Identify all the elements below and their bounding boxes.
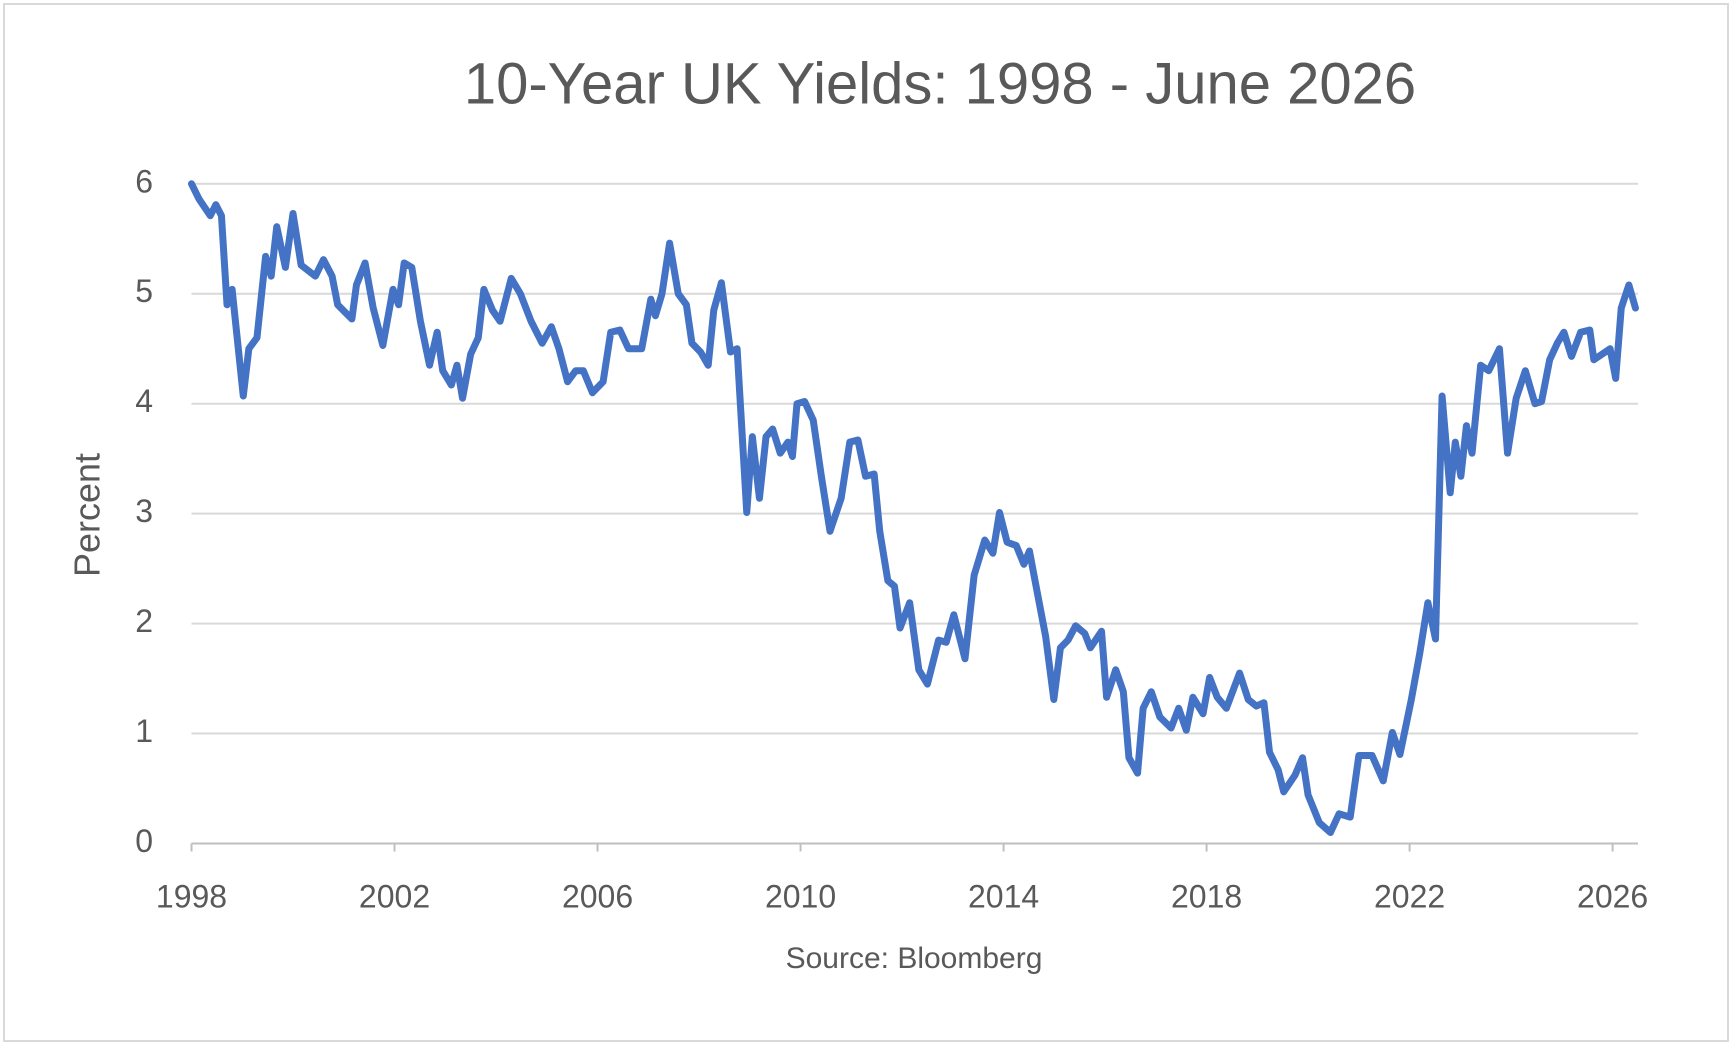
y-tick-label: 4 [135,383,153,419]
x-tick-label: 2014 [968,878,1039,914]
x-tick-label: 2010 [765,878,836,914]
chart-frame [3,3,1729,1042]
y-tick-label: 0 [135,823,153,859]
x-tick-label: 2022 [1374,878,1445,914]
data-line [188,180,1639,836]
y-axis-label: Percent [67,453,108,577]
x-tick-label: 2018 [1171,878,1242,914]
x-tick-label: 1998 [156,878,227,914]
y-tick-label: 5 [135,273,153,309]
y-tick-label: 6 [135,163,153,199]
y-tick-label: 3 [135,493,153,529]
source-note: Source: Bloomberg [786,942,1043,975]
x-tick-label: 2006 [562,878,633,914]
x-tick-label: 2002 [359,878,430,914]
y-tick-label: 2 [135,603,153,639]
x-tick-label: 2026 [1577,878,1648,914]
chart-title: 10-Year UK Yields: 1998 - June 2026 [464,51,1416,116]
y-tick-label: 1 [135,713,153,749]
